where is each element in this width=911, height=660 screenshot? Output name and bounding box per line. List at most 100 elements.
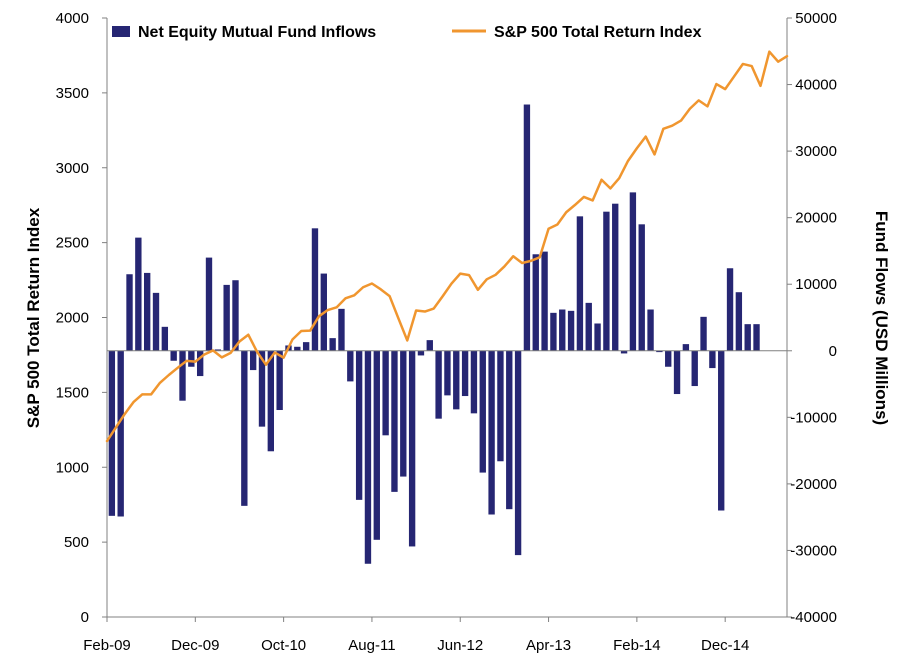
return-index-point	[777, 60, 780, 63]
flow-bar	[347, 350, 354, 382]
return-index-line-layer	[105, 50, 789, 443]
return-index-point	[432, 307, 435, 310]
return-index-point	[326, 309, 329, 311]
return-index-point	[441, 295, 444, 298]
right-tick-label: -20000	[790, 476, 837, 493]
left-tick-label: 2000	[56, 310, 89, 327]
return-index-point	[485, 278, 488, 281]
return-index-point	[353, 294, 356, 297]
flow-bar	[665, 350, 672, 367]
flow-bar	[470, 350, 478, 414]
right-axis-ticks: -40000 -30000 -20000 -10000 0 10000 20000 30000…	[787, 10, 837, 626]
return-index-point	[521, 262, 523, 264]
flow-bar	[532, 254, 539, 351]
flow-bar	[585, 302, 592, 351]
return-index-point	[697, 99, 700, 102]
flow-bar	[656, 350, 663, 353]
return-index-point	[238, 340, 241, 343]
right-tick-label: 50000	[795, 10, 837, 27]
x-tick-label: Jun-12	[437, 637, 483, 654]
flow-bar	[612, 203, 619, 351]
flow-bar	[417, 350, 425, 356]
return-index-point	[644, 135, 647, 138]
return-index-point	[265, 363, 267, 366]
return-index-point	[150, 393, 153, 396]
return-index-point	[300, 330, 303, 332]
return-index-point	[680, 119, 682, 122]
flow-bar	[276, 350, 283, 411]
flow-bar	[673, 350, 681, 395]
flow-bar	[408, 350, 416, 547]
return-index-point	[547, 227, 550, 230]
left-axis-ticks: 0 500 1000 1500 2000 2500 3000 3500 4000	[56, 10, 107, 626]
flow-bar	[718, 350, 725, 511]
return-index-point	[671, 124, 674, 127]
return-index-point	[591, 199, 594, 202]
return-index-point	[768, 50, 771, 53]
flow-bar	[594, 323, 601, 351]
flow-bar	[735, 292, 743, 351]
flow-bar	[382, 350, 389, 436]
return-index-point	[114, 426, 117, 429]
flow-bar	[523, 104, 531, 351]
left-tick-label: 0	[81, 609, 89, 626]
left-axis-title: S&P 500 Total Return Index	[24, 207, 43, 428]
flow-bar	[223, 284, 230, 351]
return-index-point	[256, 351, 259, 353]
return-index-point	[159, 381, 161, 384]
return-index-point	[344, 297, 347, 300]
x-tick-label: Feb-14	[613, 637, 661, 654]
flow-bar	[232, 280, 239, 351]
return-index-point	[273, 351, 276, 354]
return-index-point	[741, 63, 744, 65]
flow-bar	[435, 350, 442, 419]
return-index-point	[662, 127, 665, 130]
flow-bar	[338, 308, 345, 351]
return-index-point	[582, 196, 585, 198]
left-tick-label: 1000	[56, 459, 89, 476]
return-index-point	[477, 288, 479, 291]
x-tick-label: Feb-09	[83, 637, 131, 654]
flow-bar	[214, 349, 222, 351]
right-tick-label: -40000	[790, 609, 837, 626]
return-index-point	[229, 351, 232, 354]
return-index-point	[512, 255, 515, 258]
right-tick-label: 0	[829, 343, 837, 360]
flow-bar	[488, 350, 495, 515]
return-index-point	[379, 288, 382, 291]
legend: Net Equity Mutual Fund Inflows S&P 500 T…	[112, 24, 702, 41]
return-index-point	[600, 178, 603, 181]
x-tick-label: Dec-09	[171, 637, 219, 654]
flow-bar	[453, 350, 460, 410]
right-tick-label: 10000	[795, 276, 837, 293]
flow-bar	[682, 344, 690, 351]
flow-bar	[426, 340, 433, 351]
return-index-point	[635, 147, 638, 150]
flow-bar	[144, 272, 151, 351]
left-tick-label: 2500	[56, 235, 89, 252]
flow-bar	[135, 237, 142, 351]
fund-flow-bars	[108, 104, 760, 564]
flow-bar	[117, 350, 124, 517]
return-index-point	[759, 84, 762, 87]
return-index-point	[530, 259, 532, 262]
return-index-point	[123, 413, 126, 415]
return-index-point	[459, 272, 462, 275]
return-index-point	[565, 211, 568, 214]
flow-bar	[241, 350, 248, 506]
return-index-point	[468, 274, 470, 277]
flow-bar	[249, 350, 257, 371]
return-index-point	[132, 401, 135, 404]
flow-bar	[152, 292, 160, 351]
left-tick-label: 500	[64, 534, 89, 551]
x-tick-label: Apr-13	[526, 637, 571, 654]
return-index-point	[627, 159, 629, 162]
return-index-point	[786, 55, 788, 58]
flow-bar	[126, 274, 133, 351]
return-index-line	[105, 50, 789, 443]
flow-bar	[567, 310, 575, 351]
return-index-point	[185, 360, 188, 362]
return-index-point	[220, 356, 223, 359]
left-tick-label: 4000	[56, 10, 89, 27]
